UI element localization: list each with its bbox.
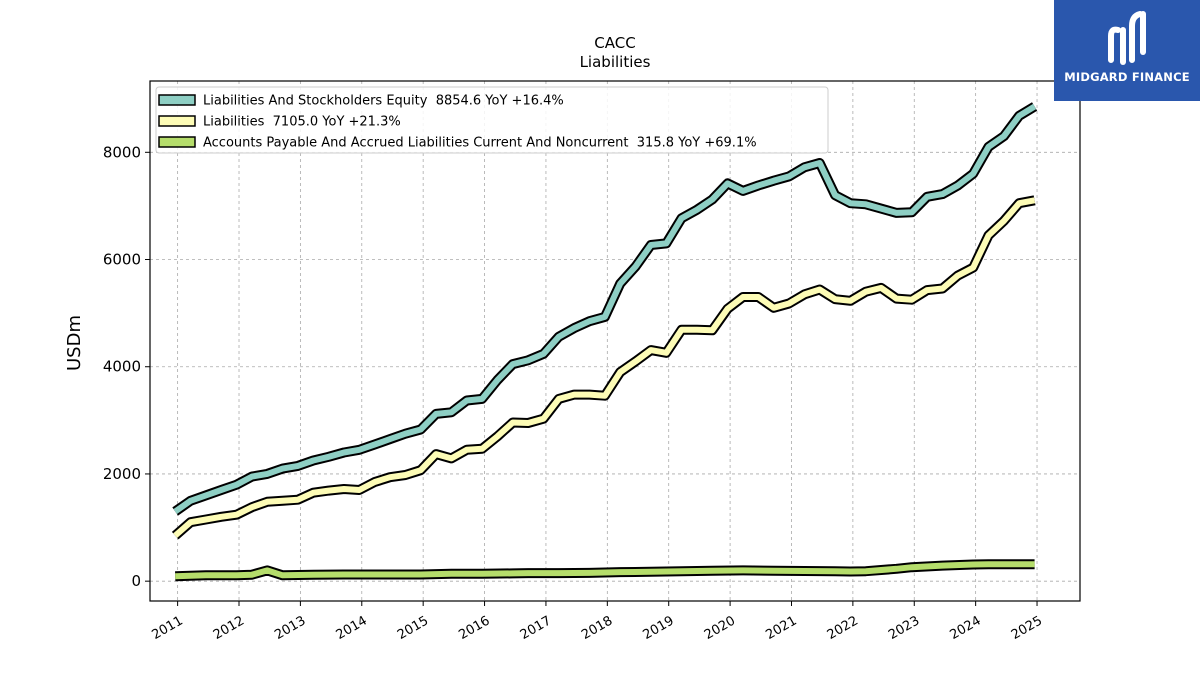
x-tick-label: 2015 — [395, 613, 431, 643]
legend-label-equity: Liabilities And Stockholders Equity 8854… — [203, 94, 564, 109]
y-axis-label: USDm — [64, 315, 85, 371]
brand-logo: MIDGARD FINANCE — [1054, 0, 1200, 101]
brand-name: MIDGARD FINANCE — [1064, 70, 1190, 84]
y-axis: 0 2000 4000 6000 8000 — [103, 143, 150, 590]
series-line-1 — [173, 197, 1036, 538]
y-tick-label: 6000 — [103, 251, 141, 269]
series-outline-0 — [172, 102, 1038, 516]
x-tick-label: 2021 — [763, 613, 799, 643]
x-tick-label: 2016 — [456, 613, 492, 643]
x-tick-label: 2025 — [1009, 613, 1045, 643]
x-tick-label: 2014 — [334, 613, 370, 643]
x-axis: 2011 2012 2013 2014 2015 2016 2017 2018 2019 2020… — [149, 601, 1045, 643]
x-tick-label: 2011 — [149, 613, 185, 643]
legend-label-liabilities: Liabilities 7105.0 YoY +21.3% — [203, 115, 401, 130]
series-line-2 — [175, 561, 1035, 580]
chart-subtitle: Liabilities — [580, 53, 651, 71]
x-tick-label: 2019 — [641, 613, 677, 643]
x-tick-label: 2018 — [579, 613, 615, 643]
legend: Liabilities And Stockholders Equity 8854… — [155, 86, 829, 154]
x-tick-label: 2022 — [825, 613, 861, 643]
x-tick-label: 2020 — [702, 613, 738, 643]
x-tick-label: 2012 — [211, 613, 247, 643]
series-outline-1 — [171, 195, 1036, 540]
legend-label-payables: Accounts Payable And Accrued Liabilities… — [203, 136, 757, 151]
x-tick-label: 2013 — [272, 613, 308, 643]
legend-swatch-equity — [158, 94, 196, 106]
x-tick-label: 2017 — [518, 613, 554, 643]
y-tick-label: 0 — [131, 572, 141, 590]
legend-swatch-liabilities — [158, 115, 196, 127]
brand-logo-icon — [1108, 11, 1146, 65]
chart-title: CACC — [594, 34, 635, 52]
x-tick-label: 2023 — [886, 613, 922, 643]
x-tick-label: 2024 — [947, 613, 983, 643]
series-line-0 — [173, 103, 1037, 514]
series-lines — [171, 102, 1038, 582]
grid-lines — [150, 81, 1080, 601]
y-tick-label: 2000 — [103, 465, 141, 483]
legend-swatch-payables — [158, 136, 196, 148]
legend-box — [155, 86, 829, 154]
plot-frame — [149, 80, 1081, 602]
y-tick-label: 4000 — [103, 358, 141, 376]
y-tick-label: 8000 — [103, 143, 141, 161]
